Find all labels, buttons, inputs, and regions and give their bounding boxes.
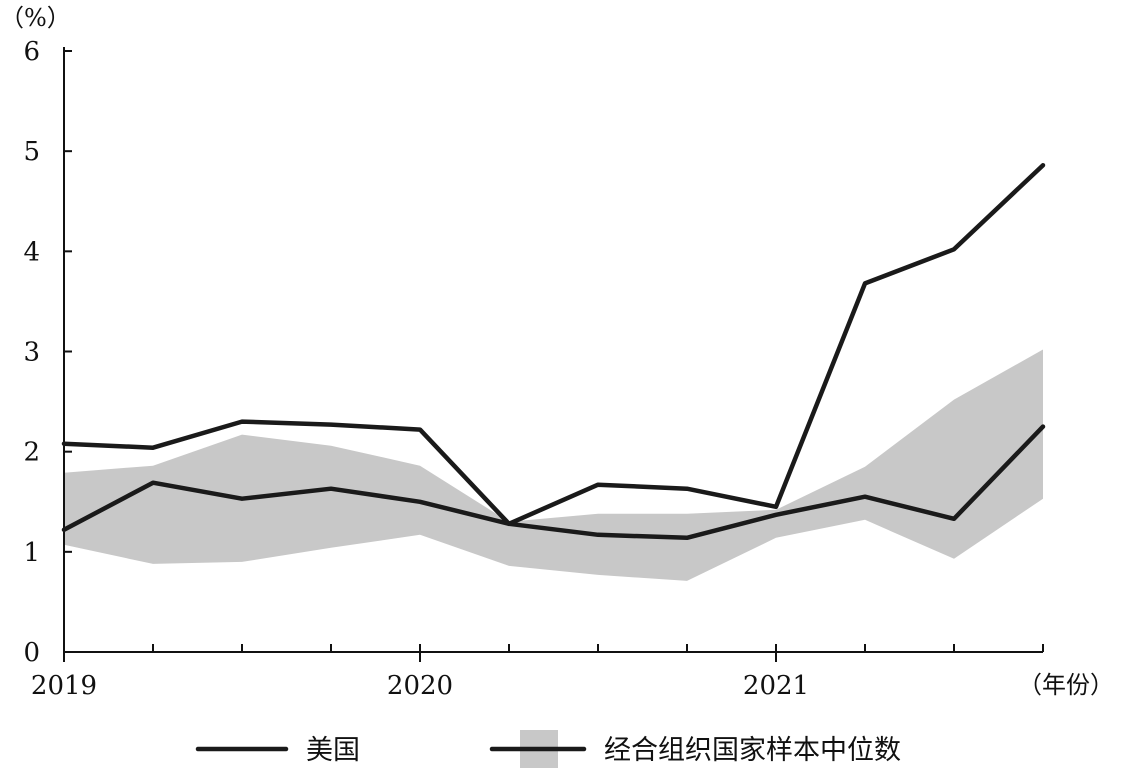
y-tick-label: 5: [23, 137, 40, 167]
legend-label-series-1: 美国: [306, 735, 360, 766]
y-tick-label: 1: [23, 538, 40, 568]
y-tick-label: 4: [23, 237, 40, 267]
legend-label-series-2: 经合组织国家样本中位数: [604, 735, 901, 766]
axes: 0 1 2 3 4 5 6 2019 2020 2021: [23, 37, 1044, 701]
y-tick-label: 3: [23, 338, 40, 368]
y-tick-label: 2: [23, 438, 40, 468]
y-axis-unit-label: （%）: [0, 4, 71, 32]
range-band: [64, 349, 1043, 581]
x-tick-label: 2019: [31, 671, 97, 701]
x-tick-label: 2020: [387, 671, 453, 701]
y-tick-label: 6: [23, 37, 40, 67]
x-axis-unit-label: （年份）: [1018, 671, 1114, 699]
legend: 美国 经合组织国家样本中位数: [195, 730, 901, 768]
series-layer: [61, 162, 1046, 541]
range-band-layer: [64, 349, 1043, 581]
series-line-2: [61, 424, 1046, 541]
y-tick-label: 0: [23, 638, 40, 668]
x-tick-label: 2021: [743, 671, 809, 701]
series-line-1: [61, 162, 1046, 527]
